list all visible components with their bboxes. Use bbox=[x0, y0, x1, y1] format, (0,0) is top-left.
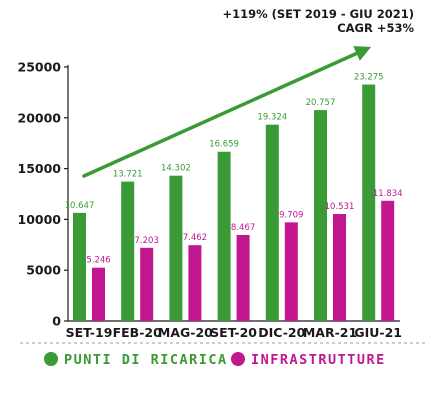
legend-label: PUNTI DI RICARICA bbox=[64, 352, 228, 368]
data-label: 10.647 bbox=[65, 201, 95, 211]
bar-infrastrutture bbox=[188, 245, 202, 321]
trend-arrow-line bbox=[82, 49, 364, 178]
y-tick-label: 10000 bbox=[18, 212, 62, 227]
data-label: 14.302 bbox=[161, 164, 191, 174]
bar-infrastrutture bbox=[284, 222, 298, 321]
bar-punti-di-ricarica bbox=[73, 212, 86, 321]
x-tick-label: SET-20 bbox=[210, 325, 257, 340]
y-tick-label: 25000 bbox=[18, 60, 62, 75]
bar-punti-di-ricarica bbox=[362, 84, 376, 321]
annotation-line-1: +119% (SET 2019 - GIU 2021) bbox=[222, 7, 414, 21]
bar-punti-di-ricarica bbox=[121, 181, 135, 321]
bar-infrastrutture bbox=[333, 214, 346, 321]
data-label: 19.324 bbox=[257, 113, 287, 123]
annotation-line-2: CAGR +53% bbox=[337, 21, 414, 35]
bar-punti-di-ricarica bbox=[265, 124, 279, 322]
data-label: 11.834 bbox=[373, 189, 403, 199]
data-label: 5.246 bbox=[86, 256, 110, 266]
bar-infrastrutture bbox=[140, 247, 154, 321]
x-tick-label: MAR-21 bbox=[303, 325, 357, 340]
legend-marker bbox=[231, 352, 245, 366]
legend-marker bbox=[44, 352, 58, 366]
data-label: 16.659 bbox=[209, 140, 239, 150]
data-label: 13.721 bbox=[113, 170, 143, 180]
data-label: 20.757 bbox=[306, 98, 336, 108]
data-label: 10.531 bbox=[325, 202, 355, 212]
data-label: 23.275 bbox=[354, 73, 384, 83]
bar-punti-di-ricarica bbox=[314, 110, 327, 321]
trend-arrow-head bbox=[353, 46, 372, 61]
data-label: 7.462 bbox=[183, 233, 207, 243]
x-tick-label: FEB-20 bbox=[113, 325, 162, 340]
y-tick-label: 15000 bbox=[18, 161, 62, 176]
y-tick-label: 5000 bbox=[26, 263, 61, 278]
y-tick-label: 0 bbox=[52, 314, 61, 329]
bar-infrastrutture bbox=[236, 234, 250, 321]
x-tick-label: MAG-20 bbox=[158, 325, 213, 340]
legend-label: INFRASTRUTTURE bbox=[251, 352, 386, 368]
bar-punti-di-ricarica bbox=[217, 151, 231, 321]
data-label: 7.203 bbox=[135, 236, 159, 246]
x-tick-label: DIC-20 bbox=[258, 325, 305, 340]
y-tick-label: 20000 bbox=[18, 110, 62, 125]
data-label: 9.709 bbox=[279, 210, 303, 220]
bar-punti-di-ricarica bbox=[169, 175, 183, 321]
bar-infrastrutture bbox=[381, 200, 395, 321]
data-label: 8.467 bbox=[231, 223, 255, 233]
x-tick-label: SET-19 bbox=[66, 325, 113, 340]
bar-infrastrutture bbox=[92, 267, 105, 321]
x-tick-label: GIU-21 bbox=[354, 325, 402, 340]
